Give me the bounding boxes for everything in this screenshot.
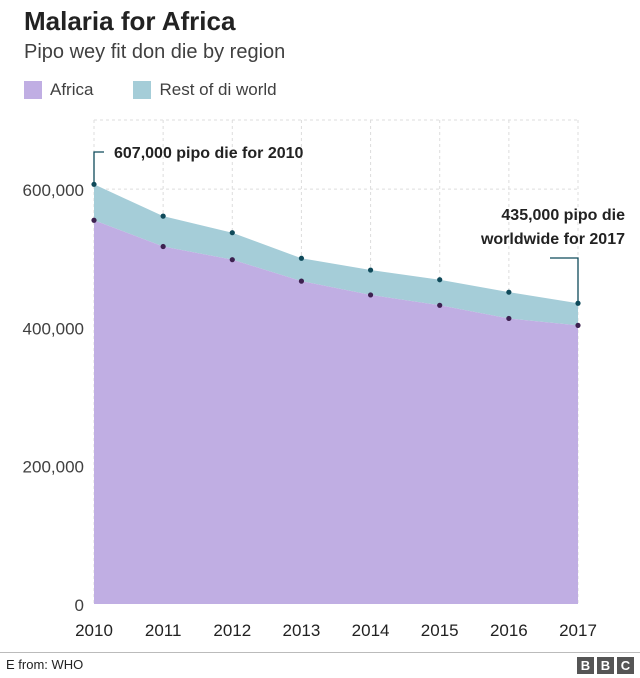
x-tick-label: 2011 [145,621,182,640]
total-point [437,277,443,283]
x-tick-label: 2015 [421,621,459,640]
africa-point [229,257,235,263]
area-rest-of-world [94,184,578,326]
africa-point [367,292,374,298]
x-tick-label: 2017 [559,621,597,640]
annotation-2017-line: worldwide for 2017 [480,231,625,248]
total-point [298,255,305,261]
annotation-leader-2017 [550,257,579,304]
x-tick-label: 2013 [283,621,321,640]
source-note: E from: WHO [6,657,84,672]
total-point [160,213,166,219]
annotation-2017-line: 435,000 pipo die [501,207,625,224]
legend-label-rest: Rest of di world [159,80,277,99]
x-tick-label: 2012 [213,621,251,640]
y-tick-label: 400,000 [23,319,84,338]
annotation-leader-2010 [93,151,104,185]
africa-point [91,217,97,223]
annotation-2010: 607,000 pipo die for 2010 [114,145,304,162]
x-tick-label: 2014 [352,621,390,640]
area-africa [94,220,578,604]
total-point [506,289,512,295]
legend-swatch-africa [24,81,42,99]
x-tick-label: 2010 [75,621,113,640]
bbc-logo-letter: B [597,657,614,674]
y-tick-label: 0 [75,596,84,615]
total-point [229,230,235,236]
legend: Africa Rest of di world [24,80,317,100]
x-tick-label: 2016 [490,621,528,640]
stacked-area-chart: 0 200,000 400,000 600,000 2010 2011 2012 2013 20… [23,119,625,640]
africa-point [575,322,581,328]
bbc-logo-letter: C [617,657,634,674]
africa-point [437,302,443,308]
africa-point [506,315,512,322]
bbc-logo-letter: B [577,657,594,674]
legend-label-africa: Africa [50,80,94,99]
footer-divider [0,652,640,653]
chart-subtitle: Pipo wey fit don die by region [24,41,286,63]
y-tick-label: 200,000 [23,458,84,477]
chart-title: Malaria for Africa [24,6,236,36]
total-point [367,267,374,273]
bbc-logo: B B C [577,657,634,674]
y-tick-label: 600,000 [23,181,84,200]
africa-point [160,243,166,250]
legend-swatch-rest [133,81,152,99]
africa-point [298,278,305,284]
